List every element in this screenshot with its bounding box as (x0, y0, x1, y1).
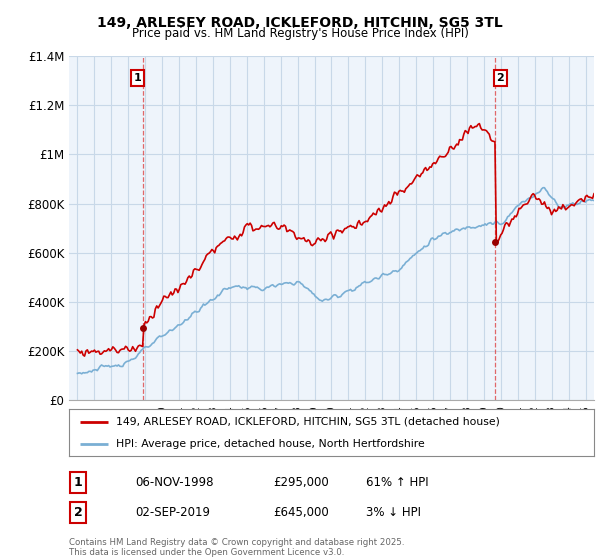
Text: 2: 2 (496, 73, 504, 83)
Text: 3% ↓ HPI: 3% ↓ HPI (366, 506, 421, 519)
Text: HPI: Average price, detached house, North Hertfordshire: HPI: Average price, detached house, Nort… (116, 438, 425, 449)
Text: 149, ARLESEY ROAD, ICKLEFORD, HITCHIN, SG5 3TL (detached house): 149, ARLESEY ROAD, ICKLEFORD, HITCHIN, S… (116, 417, 500, 427)
Text: Contains HM Land Registry data © Crown copyright and database right 2025.
This d: Contains HM Land Registry data © Crown c… (69, 538, 404, 557)
Text: 02-SEP-2019: 02-SEP-2019 (135, 506, 210, 519)
Text: £645,000: £645,000 (273, 506, 329, 519)
Text: 149, ARLESEY ROAD, ICKLEFORD, HITCHIN, SG5 3TL: 149, ARLESEY ROAD, ICKLEFORD, HITCHIN, S… (97, 16, 503, 30)
Text: 1: 1 (74, 476, 82, 489)
Text: £295,000: £295,000 (273, 476, 329, 489)
Text: 2: 2 (74, 506, 82, 519)
Text: 61% ↑ HPI: 61% ↑ HPI (366, 476, 428, 489)
Text: 06-NOV-1998: 06-NOV-1998 (135, 476, 214, 489)
Text: 1: 1 (134, 73, 142, 83)
Text: Price paid vs. HM Land Registry's House Price Index (HPI): Price paid vs. HM Land Registry's House … (131, 27, 469, 40)
